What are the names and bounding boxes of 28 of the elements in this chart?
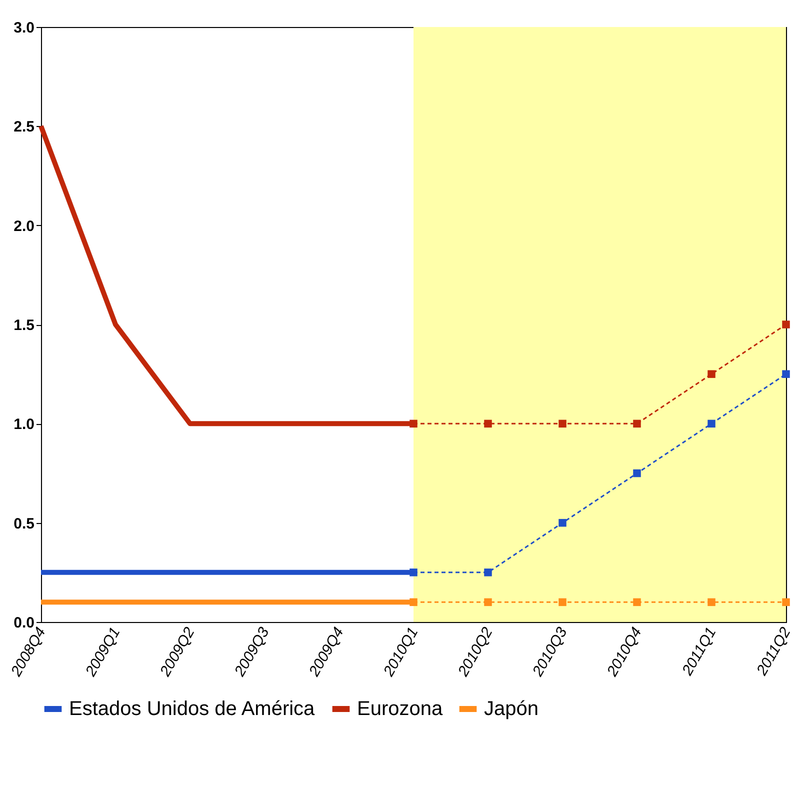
- y-tick-label: 3.0: [14, 20, 34, 36]
- point: [410, 568, 418, 576]
- point: [558, 518, 566, 527]
- point: [558, 420, 566, 428]
- point: [708, 370, 716, 378]
- y-tick-label: 2.5: [14, 118, 34, 136]
- y-tick-label: 0.5: [14, 515, 34, 532]
- point: [633, 469, 641, 478]
- y-tick-label: 1.5: [14, 317, 34, 334]
- y-tick-label: 2.0: [14, 218, 34, 235]
- point: [484, 420, 492, 428]
- point: [410, 420, 418, 428]
- point: [782, 598, 790, 606]
- point: [782, 370, 790, 378]
- point: [410, 598, 418, 606]
- point: [708, 420, 716, 428]
- point: [633, 598, 641, 606]
- legend-label: Japón: [484, 698, 538, 720]
- legend-label: Eurozona: [357, 698, 444, 720]
- y-tick-label: 1.0: [14, 416, 34, 434]
- y-tick-label: 0.0: [14, 614, 34, 632]
- point: [484, 568, 492, 576]
- point: [708, 598, 716, 606]
- legend-label: Estados Unidos de América: [69, 698, 316, 720]
- point: [558, 598, 566, 606]
- point: [633, 420, 641, 428]
- point: [484, 598, 492, 606]
- point: [782, 320, 790, 328]
